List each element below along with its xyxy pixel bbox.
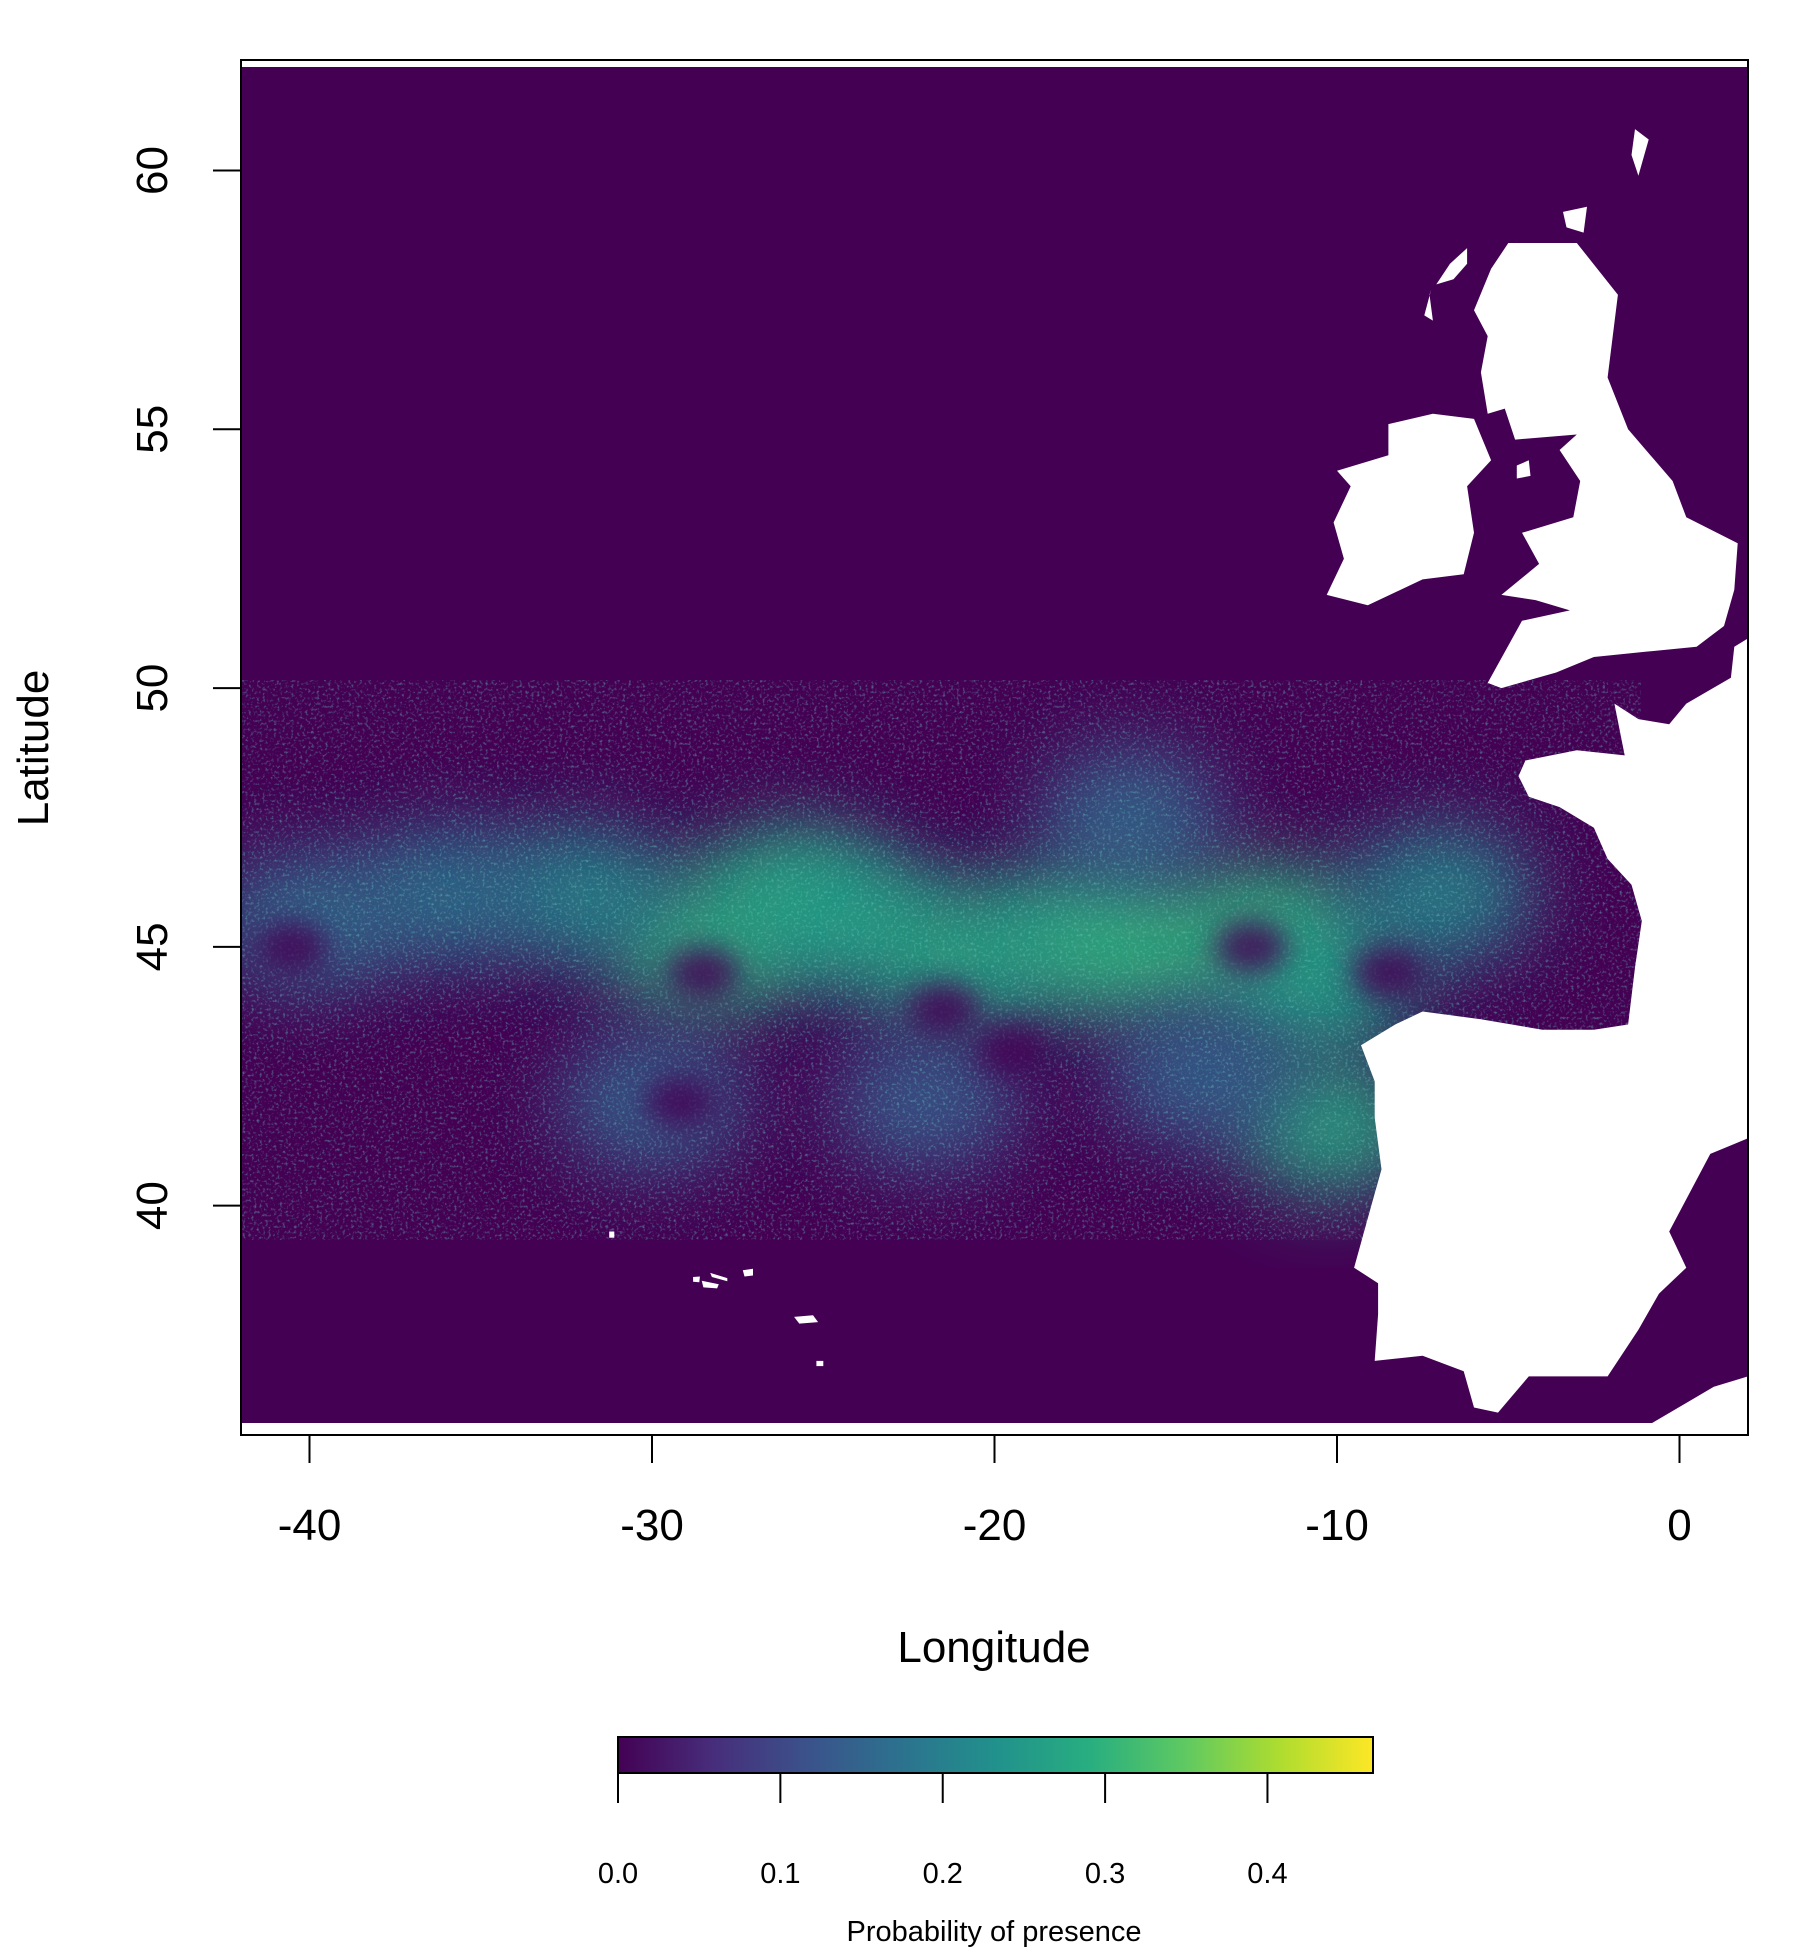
land-polygon bbox=[742, 1268, 753, 1277]
y-axis: 40 45 50 55 60 bbox=[128, 146, 242, 1230]
land-polygon bbox=[710, 1272, 728, 1282]
low-probability-patches bbox=[256, 920, 1425, 1129]
x-axis: -40 -30 -20 -10 0 bbox=[278, 1434, 1692, 1550]
y-axis-label: Latitude bbox=[9, 670, 58, 827]
x-tick-label: 0 bbox=[1667, 1501, 1691, 1550]
y-tick-label: 40 bbox=[128, 1181, 177, 1230]
land-polygon bbox=[1516, 460, 1531, 479]
y-tick-label: 60 bbox=[128, 146, 177, 195]
low-probability-patch bbox=[975, 1024, 1048, 1077]
land-polygon bbox=[609, 1231, 615, 1238]
land-polygon bbox=[1474, 243, 1738, 689]
x-tick-label: -40 bbox=[278, 1501, 342, 1550]
colorbar-tick-label: 0.4 bbox=[1247, 1858, 1287, 1890]
land-layer bbox=[609, 129, 1748, 1423]
colorbar-tick-label: 0.1 bbox=[760, 1858, 800, 1890]
land-polygon bbox=[1326, 413, 1492, 606]
land-polygon bbox=[1652, 1376, 1748, 1423]
low-probability-patch bbox=[1215, 920, 1288, 973]
land-polygon bbox=[1424, 289, 1433, 321]
colorbar-tick-label: 0.3 bbox=[1085, 1858, 1125, 1890]
y-tick-label: 50 bbox=[128, 664, 177, 713]
colorbar-label: Probability of presence bbox=[847, 1916, 1142, 1948]
probability-raster bbox=[241, 67, 1748, 1423]
x-axis-label: Longitude bbox=[897, 1623, 1090, 1672]
low-probability-patch bbox=[643, 1076, 716, 1129]
land-polygon bbox=[816, 1360, 824, 1367]
y-tick-label: 55 bbox=[128, 405, 177, 454]
low-probability-patch bbox=[907, 982, 980, 1035]
land-polygon bbox=[701, 1280, 719, 1289]
x-tick-label: -20 bbox=[963, 1501, 1027, 1550]
colorbar-legend: 0.0 0.1 0.2 0.3 0.4 Probability of presence bbox=[598, 1736, 1374, 1948]
low-probability-patch bbox=[256, 920, 329, 973]
land-polygon bbox=[1631, 129, 1649, 176]
y-tick-label: 45 bbox=[128, 922, 177, 971]
colorbar-ramp bbox=[617, 1736, 1374, 1774]
low-probability-patch bbox=[1352, 946, 1425, 999]
land-polygon bbox=[693, 1276, 700, 1283]
land-polygon bbox=[1354, 636, 1748, 1413]
x-tick-label: -10 bbox=[1305, 1501, 1369, 1550]
x-tick-label: -30 bbox=[620, 1501, 684, 1550]
land-polygon bbox=[794, 1315, 819, 1324]
land-polygon bbox=[1563, 206, 1587, 233]
land-polygon bbox=[1436, 248, 1468, 285]
colorbar-tick-label: 0.2 bbox=[923, 1858, 963, 1890]
low-probability-patch bbox=[667, 946, 740, 999]
colorbar-ticks: 0.0 0.1 0.2 0.3 0.4 bbox=[598, 1773, 1288, 1890]
colorbar-tick-label: 0.0 bbox=[598, 1858, 638, 1890]
